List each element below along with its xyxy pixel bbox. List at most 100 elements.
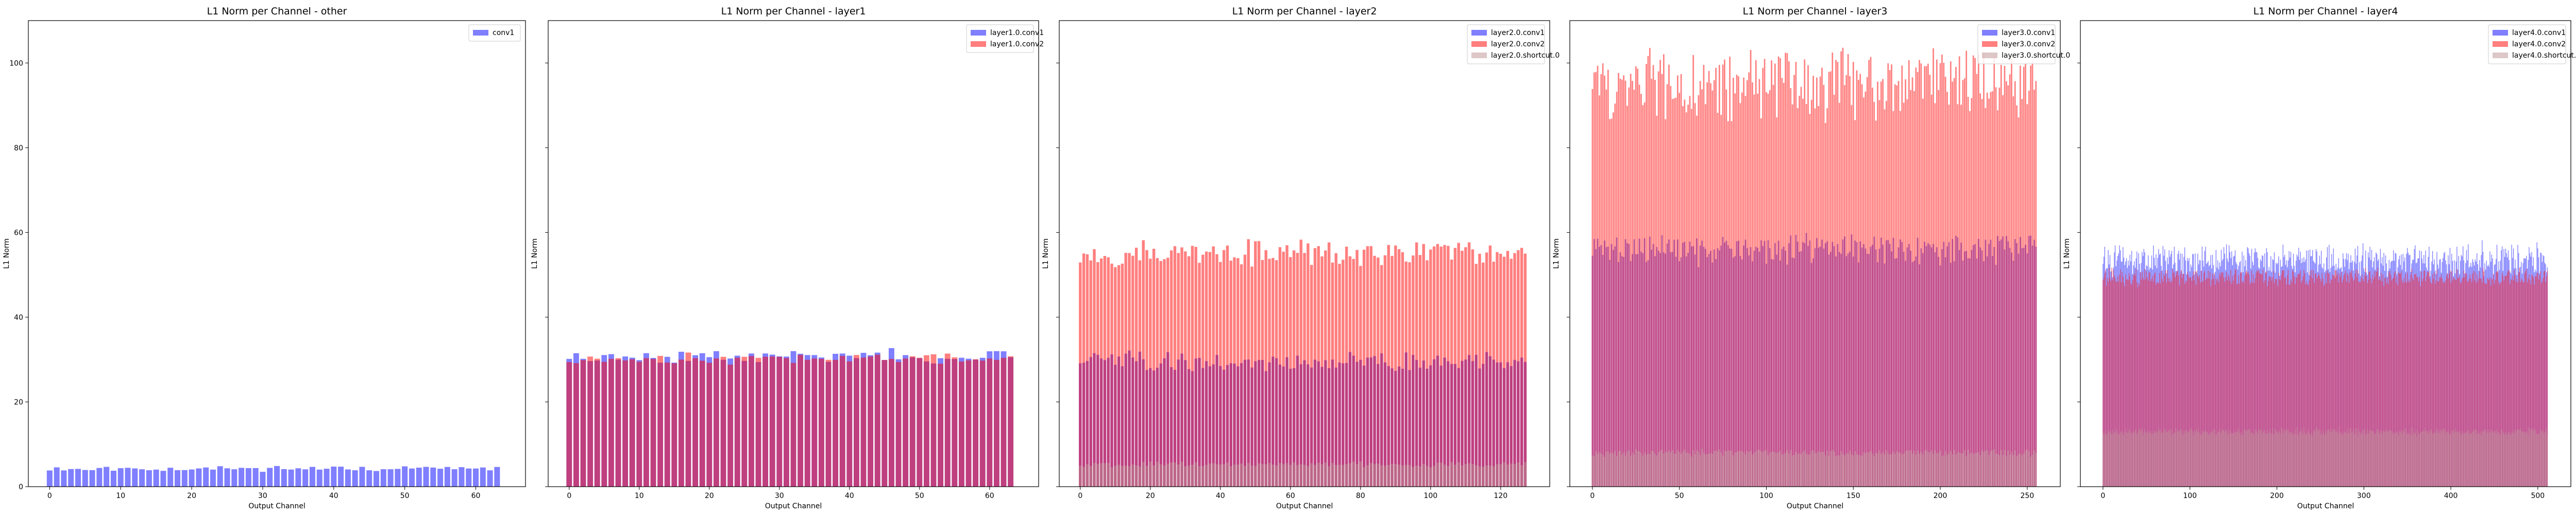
bar xyxy=(1471,249,1475,487)
bar xyxy=(2503,432,2504,487)
bar xyxy=(2472,432,2473,487)
bar xyxy=(2347,273,2348,487)
bar xyxy=(1429,249,1432,487)
bar xyxy=(196,468,202,487)
bar xyxy=(1163,465,1166,487)
bar xyxy=(1387,465,1390,487)
bar xyxy=(1275,465,1278,487)
bar xyxy=(1659,60,1661,487)
bar xyxy=(2025,63,2026,487)
x-tick-label: 500 xyxy=(2531,492,2545,500)
bar xyxy=(2294,434,2295,487)
x-tick-label: 30 xyxy=(775,492,784,500)
bar xyxy=(1767,93,1769,487)
bar xyxy=(987,358,993,487)
bar xyxy=(174,470,181,487)
bar xyxy=(1963,78,1965,487)
bar xyxy=(1285,245,1289,487)
bar xyxy=(1089,466,1092,487)
bar xyxy=(1623,452,1624,487)
bar xyxy=(231,469,238,487)
bar xyxy=(1785,452,1786,487)
bar xyxy=(2312,278,2313,487)
bar xyxy=(2436,433,2437,487)
bar xyxy=(1675,453,1677,487)
bar xyxy=(1938,453,1940,487)
bar xyxy=(2479,271,2480,487)
bar xyxy=(1355,464,1359,487)
bar xyxy=(2337,272,2338,487)
bar xyxy=(1809,454,1811,487)
x-tick-label: 40 xyxy=(1216,492,1225,500)
bar xyxy=(1630,74,1632,487)
bar xyxy=(2413,432,2414,487)
legend-label: layer4.0.conv1 xyxy=(2512,29,2566,37)
bar xyxy=(437,469,444,487)
bar xyxy=(783,358,789,487)
bar xyxy=(423,467,429,487)
bar xyxy=(1496,464,1499,487)
bar xyxy=(2311,432,2312,487)
bar xyxy=(2163,273,2164,487)
bar xyxy=(1663,453,1665,487)
bar xyxy=(1828,455,1830,487)
bar xyxy=(480,467,486,487)
bar xyxy=(2030,456,2031,487)
bar xyxy=(1331,462,1334,487)
bar xyxy=(2273,270,2274,487)
bar xyxy=(2284,278,2285,487)
bar xyxy=(2450,283,2451,487)
bar xyxy=(2484,430,2485,487)
bar xyxy=(2183,430,2184,487)
bar xyxy=(1131,464,1134,487)
bar xyxy=(2404,427,2405,487)
bar xyxy=(2405,274,2406,487)
x-axis-label: Output Channel xyxy=(1276,502,1333,510)
bar xyxy=(2398,435,2399,487)
bar xyxy=(1415,465,1418,487)
bar xyxy=(1734,452,1736,487)
bar xyxy=(146,470,152,487)
bar xyxy=(2164,429,2165,487)
bar xyxy=(1991,91,1993,487)
bar xyxy=(1278,247,1282,487)
bar xyxy=(2172,269,2173,487)
bar xyxy=(2304,273,2306,487)
bar xyxy=(2345,270,2346,487)
bar xyxy=(2159,430,2160,487)
bar xyxy=(1632,81,1633,487)
bar xyxy=(1471,464,1475,487)
bar xyxy=(2490,430,2492,487)
bar xyxy=(2494,284,2495,487)
bar xyxy=(895,362,902,487)
bar xyxy=(1944,77,1946,487)
bar xyxy=(1219,262,1222,487)
bar xyxy=(1432,246,1436,487)
bar xyxy=(2325,430,2326,487)
bar xyxy=(1272,258,1275,487)
bar xyxy=(1426,260,1429,487)
bar xyxy=(1342,260,1345,487)
bar xyxy=(1887,453,1889,487)
bar xyxy=(104,467,110,487)
bar xyxy=(1156,258,1159,487)
bar xyxy=(930,354,937,487)
bar xyxy=(2330,279,2331,487)
bar xyxy=(1289,465,1292,487)
bar xyxy=(1369,246,1372,487)
bar xyxy=(2260,273,2261,487)
bar xyxy=(274,466,280,487)
bar xyxy=(1001,357,1007,487)
bar xyxy=(1359,266,1362,487)
bar xyxy=(1690,456,1692,487)
bar xyxy=(2374,271,2375,487)
bar xyxy=(1475,264,1478,487)
bar xyxy=(1492,262,1495,487)
bar xyxy=(790,363,796,487)
bar xyxy=(2384,278,2385,487)
bar xyxy=(1983,52,1985,487)
bar xyxy=(132,468,138,487)
bar xyxy=(580,360,586,487)
